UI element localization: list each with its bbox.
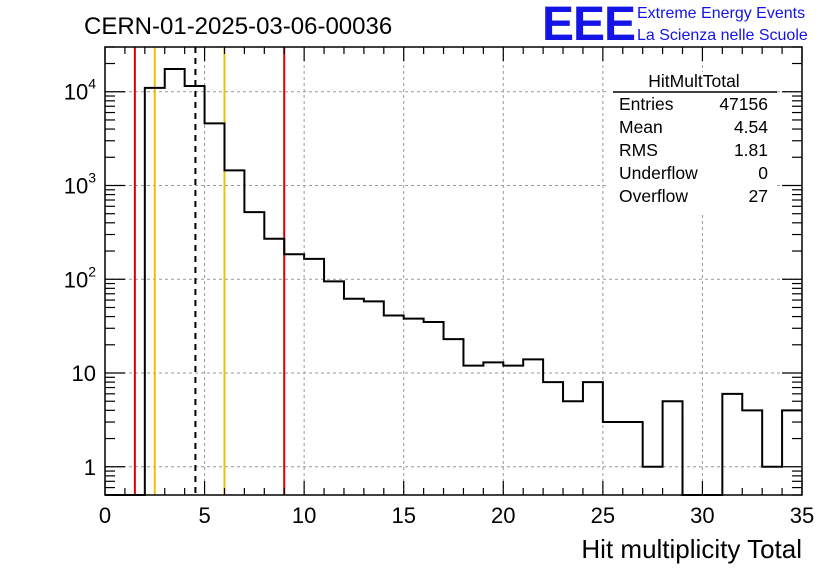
eee-logo: EEE Extreme Energy Events La Scienza nel… [542,0,808,51]
x-tick-label: 20 [491,503,515,528]
chart-title: CERN-01-2025-03-06-00036 [84,13,392,40]
plot-border [104,46,803,496]
eee-logo-text: EEE [542,0,635,51]
y-tick-label: 103 [64,169,96,198]
histogram-outline [105,67,802,496]
x-tick-label: 35 [790,503,814,528]
stats-row-value: 47156 [719,94,768,114]
stats-rows: Entries 47156 Mean 4.54 RMS 1.81 Underflow 0 Ove… [619,94,768,206]
x-tick-label: 10 [292,503,316,528]
histogram-bins [105,67,802,496]
stats-row-label: Mean [619,117,663,137]
stats-row-label: Overflow [619,186,688,206]
stats-row-value: 27 [749,186,768,206]
eee-logo-line1: Extreme Energy Events [637,5,805,22]
x-tick-label: 0 [99,503,111,528]
stats-row-label: Entries [619,94,674,114]
x-tick-label: 15 [391,503,415,528]
x-axis-ticks: 0 5 10 15 20 25 30 35 [99,47,814,528]
stats-row-value: 4.54 [734,117,768,137]
stats-box-background [609,72,775,212]
x-axis-label: Hit multiplicity Total [581,534,802,564]
stats-box: HitMultTotal Entries 47156 Mean 4.54 RMS 1.81… [609,71,777,212]
stats-box-title: HitMultTotal [648,71,739,91]
stats-row-value: 1.81 [734,140,768,160]
y-tick-label: 1 [84,455,96,480]
y-tick-label: 104 [64,76,96,105]
plot-frame [104,46,803,496]
stats-row-label: RMS [619,140,658,160]
marker-lines [133,47,286,495]
eee-logo-line2: La Scienza nelle Scuole [637,27,808,44]
y-tick-label: 10 [72,361,96,386]
x-tick-label: 5 [198,503,210,528]
y-tick-label: 102 [64,263,96,292]
x-tick-label: 30 [690,503,714,528]
stats-row-value: 0 [758,163,768,183]
stats-row-label: Underflow [619,163,698,183]
x-tick-label: 25 [591,503,615,528]
y-axis-ticks: 1 10 102 103 104 [64,46,802,496]
